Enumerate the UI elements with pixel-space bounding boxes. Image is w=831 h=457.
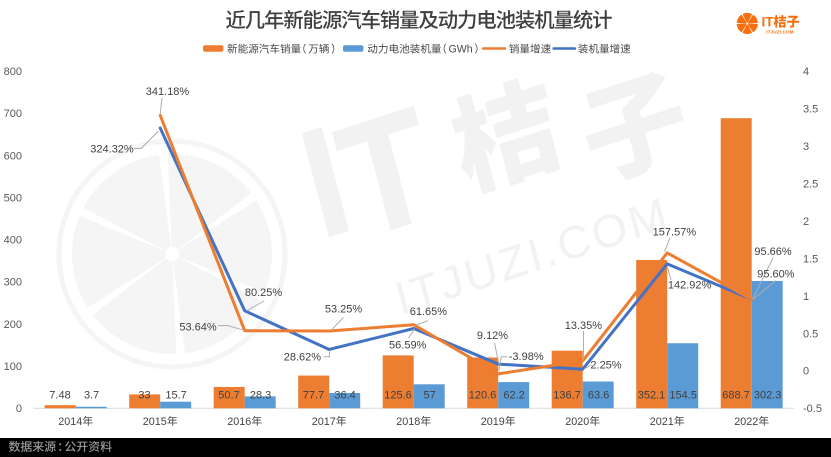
svg-text:0: 0 [803, 366, 809, 378]
svg-text:3.5: 3.5 [803, 104, 818, 116]
svg-text:80.25%: 80.25% [245, 287, 283, 299]
svg-text:200: 200 [4, 319, 22, 331]
svg-text:1.5: 1.5 [803, 253, 818, 265]
svg-text:700: 700 [4, 108, 22, 120]
svg-text:1: 1 [803, 291, 809, 303]
svg-text:2022: 2022 [734, 416, 758, 428]
svg-text:ITJUZI.COM: ITJUZI.COM [766, 30, 794, 35]
svg-text:7.48: 7.48 [49, 390, 70, 402]
svg-text:0: 0 [16, 403, 22, 415]
svg-text:2.25%: 2.25% [590, 360, 621, 372]
svg-text:28.62%: 28.62% [284, 351, 322, 363]
svg-text:136.7: 136.7 [553, 390, 581, 402]
svg-text:341.18%: 341.18% [146, 86, 190, 98]
svg-text:95.60%: 95.60% [757, 268, 795, 280]
svg-text:36.4: 36.4 [334, 390, 355, 402]
svg-text:9.12%: 9.12% [477, 330, 508, 342]
svg-text:50.7: 50.7 [218, 390, 239, 402]
svg-text:125.6: 125.6 [384, 390, 412, 402]
svg-text:0.5: 0.5 [803, 328, 818, 340]
svg-text:2014: 2014 [58, 416, 82, 428]
svg-text:400: 400 [4, 235, 22, 247]
svg-text:62.2: 62.2 [503, 390, 524, 402]
svg-text:154.5: 154.5 [669, 390, 697, 402]
svg-text:2018: 2018 [396, 416, 420, 428]
svg-text:688.7: 688.7 [722, 390, 750, 402]
svg-text:56.59%: 56.59% [389, 340, 427, 352]
svg-text:57: 57 [423, 390, 435, 402]
svg-text:3: 3 [803, 141, 809, 153]
svg-text:324.32%: 324.32% [90, 143, 134, 155]
svg-text:13.35%: 13.35% [565, 320, 603, 332]
svg-text:15.7: 15.7 [165, 390, 186, 402]
svg-text:28.3: 28.3 [250, 390, 271, 402]
svg-text:IT: IT [762, 14, 775, 29]
svg-text:77.7: 77.7 [303, 390, 324, 402]
svg-text:95.66%: 95.66% [754, 246, 792, 258]
svg-text:500: 500 [4, 192, 22, 204]
svg-text:53.25%: 53.25% [325, 304, 363, 316]
svg-text:33: 33 [138, 390, 150, 402]
svg-text:61.65%: 61.65% [410, 306, 448, 318]
svg-text:-3.98%: -3.98% [509, 351, 544, 363]
svg-text:2015: 2015 [143, 416, 167, 428]
svg-text:600: 600 [4, 150, 22, 162]
svg-text:352.1: 352.1 [638, 390, 666, 402]
svg-text:157.57%: 157.57% [653, 227, 697, 239]
svg-text:-0.5: -0.5 [803, 403, 822, 415]
svg-text:142.92%: 142.92% [668, 279, 712, 291]
svg-text:800: 800 [4, 66, 22, 78]
svg-text:100: 100 [4, 361, 22, 373]
svg-text:2021: 2021 [650, 416, 674, 428]
svg-text:302.3: 302.3 [754, 390, 782, 402]
svg-text:2017: 2017 [312, 416, 336, 428]
svg-text:63.6: 63.6 [588, 390, 609, 402]
svg-text:2: 2 [803, 216, 809, 228]
svg-text:2020: 2020 [565, 416, 589, 428]
svg-text:4: 4 [803, 66, 809, 78]
svg-text:300: 300 [4, 277, 22, 289]
svg-text:120.6: 120.6 [469, 390, 497, 402]
svg-text:3.7: 3.7 [84, 390, 99, 402]
svg-text:GWh: GWh [449, 44, 473, 56]
svg-text:2019: 2019 [481, 416, 505, 428]
svg-text:2016: 2016 [227, 416, 251, 428]
svg-text:53.64%: 53.64% [179, 321, 217, 333]
svg-text:2.5: 2.5 [803, 178, 818, 190]
